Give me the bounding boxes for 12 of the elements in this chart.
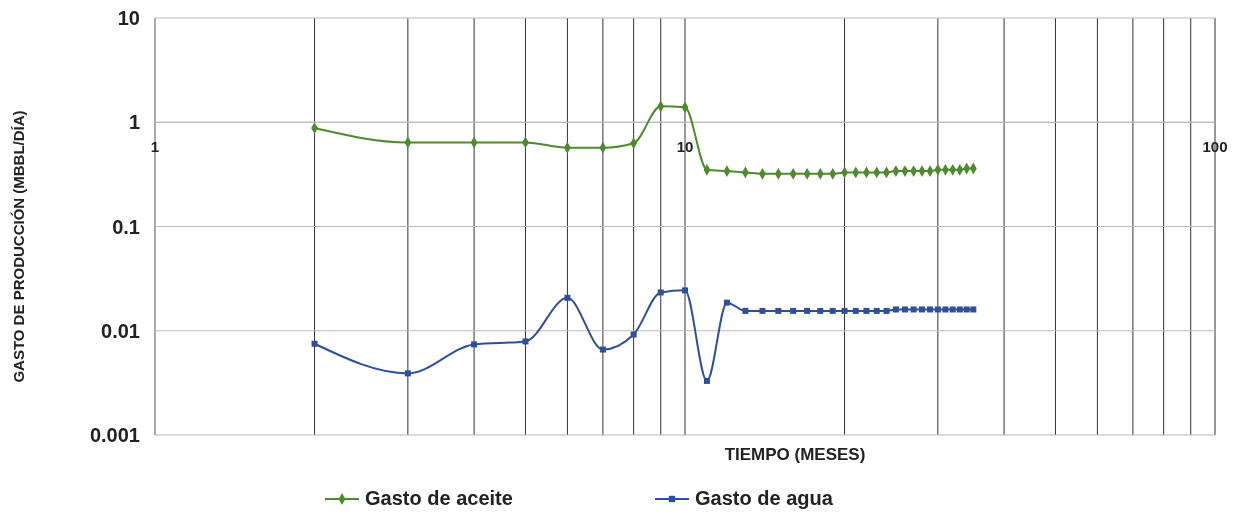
legend-label: Gasto de aceite xyxy=(365,487,513,509)
y-tick-label: 1 xyxy=(128,111,140,134)
x-tick-label: 10 xyxy=(676,138,694,156)
y-tick-label: 0.001 xyxy=(89,424,140,446)
x-tick-label: 100 xyxy=(1202,138,1228,156)
y-tick-label: 10 xyxy=(117,7,140,29)
x-tick-label: 1 xyxy=(150,138,160,156)
y-tick-label: 0.1 xyxy=(112,215,140,238)
y-tick-label: 0.01 xyxy=(101,319,140,342)
x-axis-title: TIEMPO (MESES) xyxy=(724,445,866,464)
legend-label: Gasto de agua xyxy=(695,487,834,509)
y-axis-title: GASTO DE PRODUCCIÓN (MBBL/DÍA) xyxy=(10,110,27,383)
